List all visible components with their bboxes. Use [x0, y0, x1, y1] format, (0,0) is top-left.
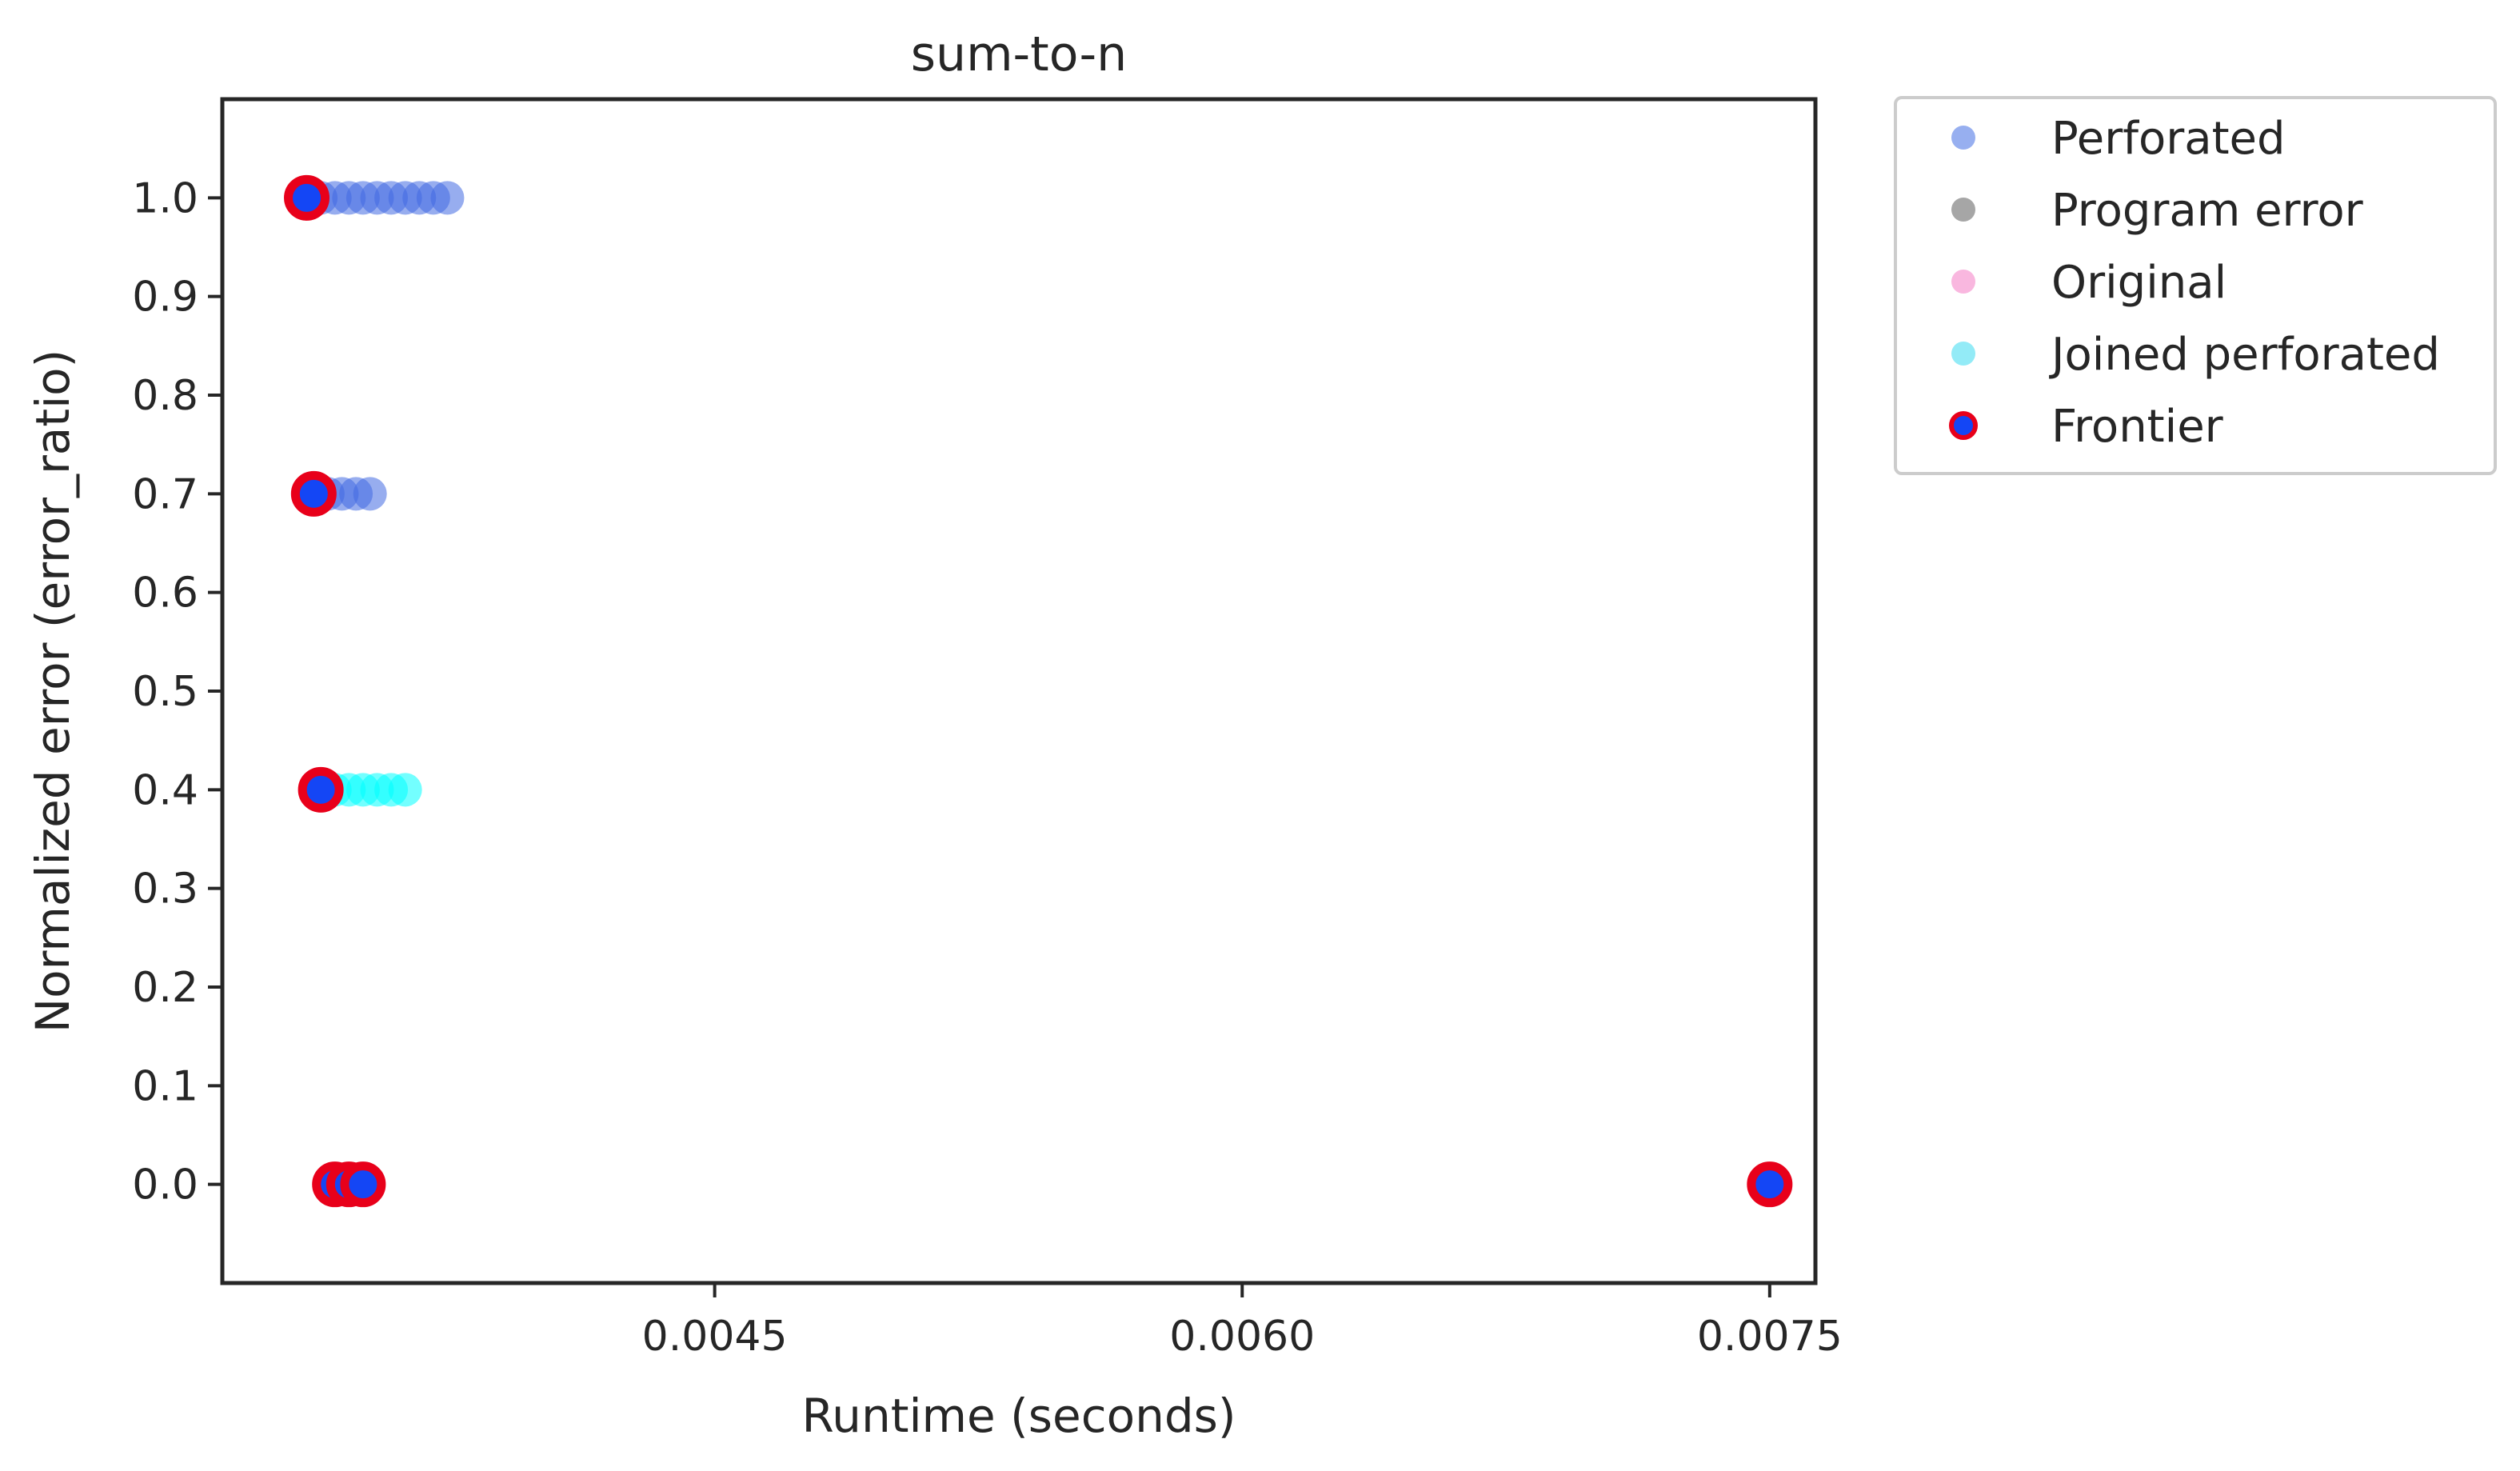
legend-marker-perforated [1951, 126, 1975, 150]
chart-title: sum-to-n [911, 26, 1127, 82]
series-frontier [284, 174, 1793, 1208]
y-tick-label: 0.7 [132, 470, 198, 518]
x-tick-label: 0.0060 [1169, 1313, 1315, 1361]
x-axis-label: Runtime (seconds) [801, 1389, 1236, 1443]
y-tick-label: 0.1 [132, 1062, 198, 1110]
plot-area [284, 174, 1793, 1208]
x-tick-label: 0.0045 [642, 1313, 788, 1361]
y-tick-label: 0.3 [132, 865, 198, 913]
y-tick-label: 0.6 [132, 570, 198, 618]
legend-label-perforated: Perforated [2051, 113, 2286, 165]
frontier-point [298, 766, 344, 813]
y-tick-label: 0.2 [132, 964, 198, 1012]
perforated-point [353, 477, 387, 511]
legend-frame [1894, 96, 2497, 475]
legend-marker-original [1951, 270, 1975, 294]
perforated-point [430, 181, 465, 215]
legend-label-joined-perforated: Joined perforated [2049, 329, 2440, 381]
joined-perforated-point [388, 773, 422, 807]
legend-label-original: Original [2051, 257, 2226, 309]
legend-label-frontier: Frontier [2051, 401, 2224, 453]
frontier-point [290, 470, 337, 517]
y-axis: 0.0 0.1 0.2 0.3 0.4 0.5 0.6 0.7 0.8 0.9 1.0 [132, 174, 222, 1209]
plot-frame [220, 97, 1818, 1285]
y-tick-label: 0.5 [132, 668, 198, 716]
y-tick-label: 0.8 [132, 372, 198, 420]
y-tick-label: 0.0 [132, 1161, 198, 1209]
frontier-point [1747, 1161, 1793, 1208]
legend-marker-joined-perforated [1951, 342, 1975, 366]
x-tick-label: 0.0075 [1697, 1313, 1843, 1361]
frontier-point [284, 174, 330, 221]
frontier-point [340, 1161, 386, 1208]
legend-marker-frontier [1949, 411, 1978, 440]
x-axis: 0.0045 0.0060 0.0075 [642, 1283, 1843, 1361]
y-tick-label: 0.9 [132, 274, 198, 322]
y-tick-label: 1.0 [132, 174, 198, 222]
y-axis-label: Normalized error (error_ratio) [26, 350, 80, 1033]
legend-marker-program-error [1951, 198, 1975, 222]
legend: Perforated Program error Original Joined pe… [1894, 96, 2497, 475]
legend-label-program-error: Program error [2051, 185, 2364, 237]
y-tick-label: 0.4 [132, 766, 198, 814]
